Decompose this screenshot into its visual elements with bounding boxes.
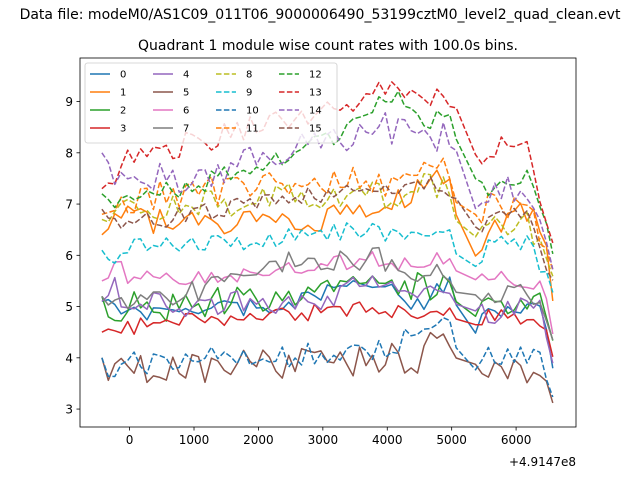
legend-label-12: 12: [309, 70, 322, 81]
legend-label-9: 9: [246, 88, 252, 99]
series-line-13: [101, 81, 554, 244]
legend-label-6: 6: [183, 106, 189, 117]
x-offset-label: +4.9147e8: [509, 455, 576, 469]
legend-label-7: 7: [183, 124, 189, 135]
y-tick-label: 8: [65, 146, 73, 160]
series-layer: [101, 81, 554, 404]
legend-frame: [84, 62, 338, 144]
legend-label-2: 2: [120, 106, 126, 117]
legend-label-1: 1: [120, 88, 126, 99]
x-tick-label: 0: [126, 433, 134, 447]
y-tick-label: 5: [65, 300, 73, 314]
series-line-15: [101, 176, 554, 281]
series-line-6: [101, 251, 554, 335]
y-tick-label: 3: [65, 403, 73, 417]
y-tick-label: 4: [65, 351, 73, 365]
legend-label-13: 13: [309, 88, 322, 99]
figure-suptitle: Data file: modeM0/AS1C09_011T06_90000064…: [20, 7, 621, 23]
x-tick-label: 4000: [372, 433, 403, 447]
series-line-3: [101, 301, 554, 357]
x-tick-label: 6000: [501, 433, 532, 447]
legend-label-3: 3: [120, 124, 126, 135]
series-line-4: [101, 275, 554, 364]
series-line-10: [101, 316, 554, 398]
y-tick-label: 7: [65, 198, 73, 212]
series-line-12: [101, 90, 554, 255]
series-line-9: [101, 222, 554, 293]
axes-layer: 0 1000 2000 3000 4000 5000 6000 3 4 5 6 7 8 9: [65, 95, 531, 447]
plot-frame: [79, 57, 577, 428]
series-line-11: [101, 157, 554, 271]
series-line-7: [101, 246, 554, 341]
legend-label-15: 15: [309, 124, 322, 135]
y-tick-label: 9: [65, 95, 73, 109]
x-tick-label: 3000: [308, 433, 339, 447]
x-tick-label: 5000: [436, 433, 467, 447]
legend-label-10: 10: [246, 106, 259, 117]
legend-label-0: 0: [120, 70, 126, 81]
legend-label-8: 8: [246, 70, 252, 81]
legend-label-5: 5: [183, 88, 189, 99]
series-line-14: [101, 112, 554, 270]
series-line-8: [101, 172, 554, 277]
y-tick-label: 6: [65, 249, 73, 263]
legend-label-14: 14: [309, 106, 322, 117]
chart-title: Quadrant 1 module wise count rates with …: [138, 38, 518, 54]
legend-label-11: 11: [246, 124, 259, 135]
legend-label-4: 4: [183, 70, 189, 81]
x-tick-label: 2000: [243, 433, 274, 447]
series-line-5: [101, 331, 554, 404]
x-tick-label: 1000: [179, 433, 210, 447]
